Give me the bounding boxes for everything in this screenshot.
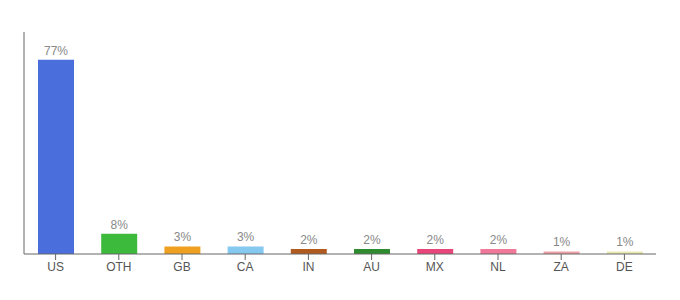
svg-text:MX: MX — [426, 260, 444, 274]
svg-text:1%: 1% — [553, 235, 571, 249]
svg-text:NL: NL — [490, 260, 506, 274]
svg-text:ZA: ZA — [554, 260, 569, 274]
svg-text:3%: 3% — [174, 230, 192, 244]
svg-text:77%: 77% — [44, 44, 68, 58]
svg-text:2%: 2% — [363, 233, 381, 247]
svg-text:2%: 2% — [427, 233, 445, 247]
svg-text:IN: IN — [302, 260, 314, 274]
svg-text:2%: 2% — [300, 233, 318, 247]
svg-text:CA: CA — [237, 260, 254, 274]
svg-text:GB: GB — [173, 260, 190, 274]
svg-text:AU: AU — [363, 260, 380, 274]
svg-text:8%: 8% — [111, 218, 129, 232]
svg-text:3%: 3% — [237, 230, 255, 244]
svg-text:DE: DE — [616, 260, 633, 274]
svg-text:2%: 2% — [490, 233, 508, 247]
svg-text:1%: 1% — [616, 235, 634, 249]
svg-text:US: US — [47, 260, 64, 274]
svg-text:OTH: OTH — [106, 260, 131, 274]
